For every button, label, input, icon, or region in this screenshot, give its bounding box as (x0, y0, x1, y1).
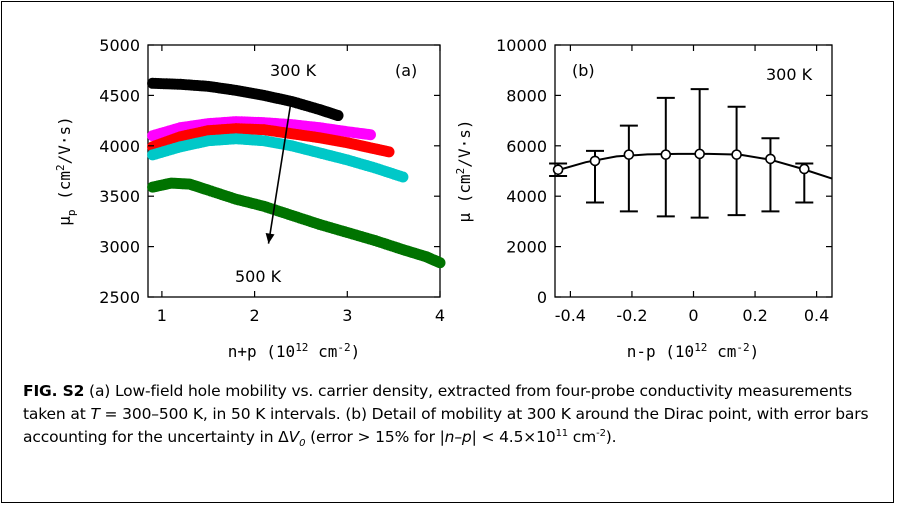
x-tick-label: 4 (435, 306, 445, 325)
caption-text-a: (a) Low-field hole mobility vs. carrier … (23, 382, 853, 423)
data-point (364, 129, 376, 141)
temperature-arrow-shaft (267, 97, 293, 244)
data-point-with-error (727, 105, 746, 217)
y-tick-label: 4000 (99, 137, 140, 156)
panel-b-ticks: -0.4 -0.2 0 0.2 0.4 0 2000 4000 6000 8000 10000 (496, 36, 832, 325)
data-point (397, 171, 409, 183)
series-400k (147, 123, 395, 158)
panel-a-frame (147, 44, 441, 298)
x-tick-label: -0.2 (616, 306, 647, 325)
y-tick-label: 2000 (506, 238, 547, 257)
caption-v-subscript: 0 (299, 438, 306, 450)
caption-v-symbol: V (288, 428, 300, 446)
panel-a-y-axis-title: μp (cm2/V·s) (54, 116, 78, 226)
y-tick-label: 10000 (496, 36, 547, 55)
data-point (434, 257, 446, 269)
x-tick-label: 0 (688, 306, 698, 325)
annotation-500k: 500 K (235, 267, 282, 286)
caption-lead: FIG. S2 (23, 382, 85, 400)
data-point (623, 149, 635, 160)
panel-b-y-axis-title: μ (cm2/V·s) (454, 120, 474, 223)
data-point-with-error (761, 137, 780, 213)
data-point (332, 110, 344, 122)
panel-a: 1 2 3 4 2500 3000 3500 4000 4500 5000 n+p (1012 c… (54, 36, 446, 361)
panel-a-marks (147, 77, 446, 269)
y-tick-label: 3000 (99, 238, 140, 257)
data-point (589, 155, 601, 167)
y-tick-label: 4000 (506, 187, 547, 206)
data-point-with-error (795, 162, 814, 204)
y-tick-label: 3500 (99, 187, 140, 206)
caption-text-c: (error > 15% for | (305, 428, 445, 446)
data-point (694, 148, 705, 160)
y-tick-label: 6000 (506, 137, 547, 156)
panel-b-x-axis-title: n-p (1012 cm-2) (627, 341, 759, 361)
panel-a-x-axis-title: n+p (1012 cm-2) (228, 341, 360, 361)
y-tick-label: 8000 (506, 86, 547, 105)
panel-label-a: (a) (395, 61, 417, 80)
panel-b-marks (549, 88, 833, 219)
y-tick-label: 5000 (99, 36, 140, 55)
y-tick-label: 4500 (99, 86, 140, 105)
x-tick-label: 1 (157, 306, 167, 325)
caption-np-symbol: n–p (444, 428, 472, 446)
caption-t-symbol: T (90, 405, 100, 423)
series-500k (147, 177, 446, 269)
caption-text-b: = 300–500 K, in 50 K intervals. (b) Deta… (23, 405, 869, 446)
figure-caption: FIG. S2 (a) Low-field hole mobility vs. … (23, 380, 873, 449)
annotation-300k-b: 300 K (766, 65, 813, 84)
x-tick-label: -0.4 (555, 306, 586, 325)
data-point (765, 153, 776, 165)
x-tick-label: 0.2 (742, 306, 767, 325)
data-point-with-error (549, 162, 568, 178)
series-300k (147, 77, 344, 122)
fit-curve (554, 152, 833, 180)
data-point (798, 163, 810, 175)
data-point-with-error (586, 149, 605, 204)
caption-text-f: ). (605, 428, 617, 446)
x-tick-label: 0.4 (804, 306, 829, 325)
y-tick-label: 0 (537, 288, 547, 307)
series-350k (147, 116, 376, 142)
x-tick-label: 2 (250, 306, 260, 325)
annotation-300k: 300 K (270, 61, 317, 80)
x-tick-label: 3 (342, 306, 352, 325)
data-point-with-error (656, 96, 675, 218)
data-point-with-error (619, 124, 638, 213)
panel-a-ticks: 1 2 3 4 2500 3000 3500 4000 4500 5000 (99, 36, 445, 325)
y-tick-label: 2500 (99, 288, 140, 307)
caption-text-d: | < 4.5×10 (471, 428, 556, 446)
caption-exponent-2: -2 (596, 427, 606, 439)
panel-b: -0.4 -0.2 0 0.2 0.4 0 2000 4000 6000 8000 10000 n-… (454, 36, 833, 361)
data-point (552, 164, 564, 176)
caption-exponent: 11 (555, 427, 569, 439)
data-point (660, 149, 672, 160)
series-450k (147, 133, 409, 183)
panel-label-b: (b) (572, 61, 595, 80)
data-point (383, 146, 395, 158)
caption-text-e: cm (568, 428, 597, 446)
temperature-arrow-head (265, 232, 275, 244)
data-point-with-error (690, 88, 709, 219)
data-point (731, 149, 742, 160)
